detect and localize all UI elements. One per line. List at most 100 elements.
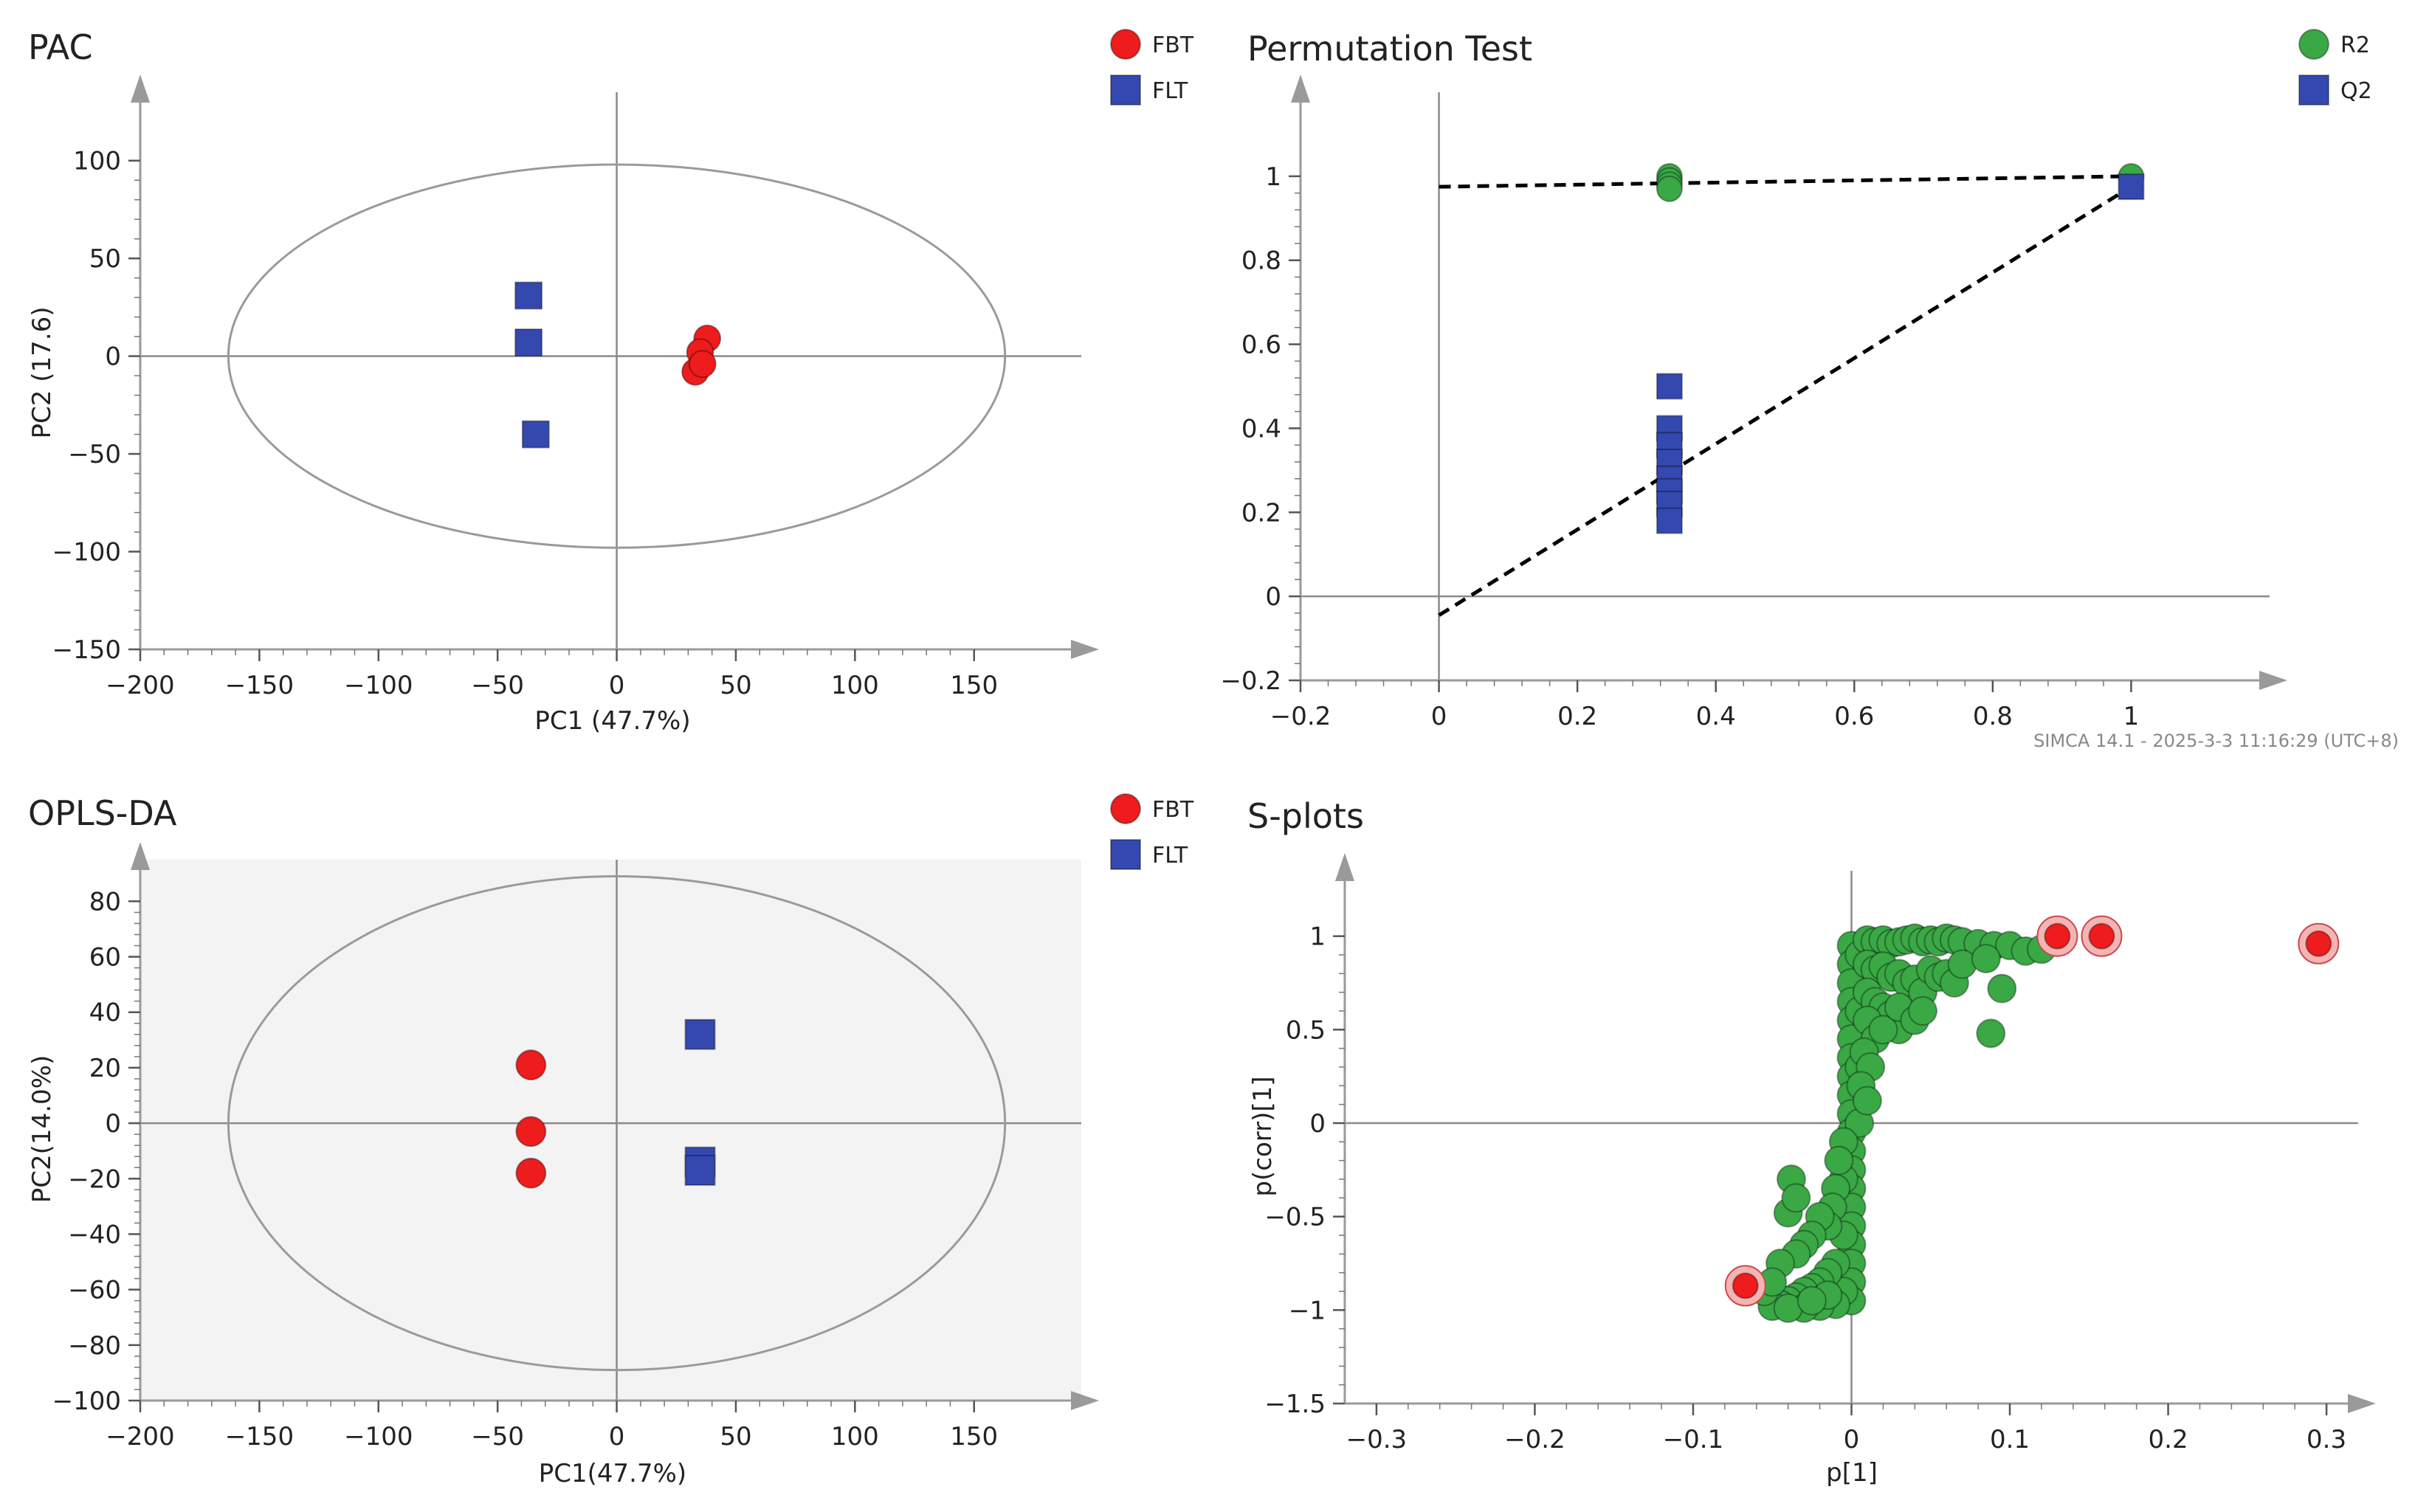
oplsda-y-tick-label: −20 [68,1164,121,1194]
perm-x-tick-label: 1 [2123,702,2140,731]
oplsda-x-axis-arrow [1071,1391,1099,1410]
oplsda-y-tick-label: −40 [68,1220,121,1249]
pca-x-tick-label: −50 [471,671,524,700]
pca-legend: FBT FLT [1110,29,1194,106]
pca-y-tick-label: 0 [105,342,121,372]
pca-point-flt [521,420,550,449]
permutation-marks: −0.2 0 0.2 0.4 0.6 0.8 1 −0.2 0 0.2 0.4 0.6 0.8 1 [1220,75,2287,731]
perm-regression-line-r2 [1439,174,2132,189]
splot-panel: S-plots −0.3 −0.2 −0.1 0 0.1 0.2 0.3 −1.5 −1 −0.5… [1247,796,2376,1488]
oplsda-x-tick-label: −200 [106,1422,174,1451]
splot-variable-point [1908,996,1938,1026]
splot-highlighted-point [2305,930,2332,957]
oplsda-point-fbt [515,1116,547,1147]
pca-x-tick-label: −150 [225,671,294,700]
oplsda-y-tick-label: −80 [68,1331,121,1361]
oplsda-x-tick-label: 100 [831,1422,879,1451]
pca-y-axis-label: PC2 (17.6) [27,307,57,439]
pca-y-axis-arrow [131,75,150,103]
pca-y-tick-label: 50 [89,244,121,274]
perm-legend-marker-q2 [2298,75,2329,106]
pca-legend-marker-fbt [1110,29,1141,60]
oplsda-x-tick-label: 50 [720,1422,751,1451]
oplsda-y-tick-label: 60 [89,943,121,973]
perm-point-r2 [1656,175,1683,202]
splot-x-tick-label: 0.2 [2149,1425,2188,1454]
oplsda-x-tick-label: 150 [950,1422,998,1451]
splot-variable-point [1971,944,2001,974]
perm-y-tick-label: 0.4 [1241,414,1281,443]
oplsda-point-fbt [515,1157,547,1189]
oplsda-x-tick-label: 0 [609,1422,625,1451]
perm-y-tick-label: −0.2 [1220,666,1281,696]
splot-variable-point [1868,1015,1898,1045]
perm-x-tick-label: 0.4 [1696,702,1736,731]
software-footer: SIMCA 14.1 - 2025-3-3 11:16:29 (UTC+8) [2033,731,2399,751]
pca-x-tick-label: 50 [720,671,751,700]
pca-point-flt [514,328,543,357]
splot-variable-point [1852,1085,1882,1116]
perm-x-tick-label: 0.6 [1834,702,1874,731]
oplsda-y-tick-label: 0 [105,1109,121,1139]
oplsda-y-tick-label: −100 [52,1387,121,1416]
pca-confidence-ellipse [227,163,1007,549]
oplsda-y-tick-label: 80 [89,887,121,916]
splot-y-tick-label: 1 [1309,922,1326,952]
splot-x-tick-label: −0.3 [1346,1425,1408,1454]
pca-legend-label-flt: FLT [1152,78,1188,104]
splot-variable-point [1987,973,2017,1004]
splot-x-axis-label: p[1] [1826,1458,1878,1488]
splot-x-tick-label: 0 [1844,1425,1860,1454]
pca-y-tick-label: −50 [68,440,121,469]
splot-x-tick-label: 0.3 [2307,1425,2346,1454]
splot-y-axis-arrow [1335,853,1354,881]
splot-highlighted-point [2088,922,2115,950]
oplsda-x-tick-label: −50 [471,1422,524,1451]
splot-variable-point [1824,1145,1854,1176]
oplsda-x-tick-label: −100 [344,1422,413,1451]
oplsda-legend-label-fbt: FBT [1152,797,1194,823]
oplsda-plot-area [140,860,1081,1401]
oplsda-point-flt [684,1018,716,1050]
perm-regression-line-q2 [1438,184,2132,617]
oplsda-legend-marker-flt [1110,839,1141,870]
pca-point-flt [514,281,543,310]
oplsda-y-axis-label: PC2(14.0%) [27,1055,57,1203]
perm-legend-label-r2: R2 [2340,32,2370,58]
pca-y-tick-label: −150 [52,635,121,665]
perm-y-tick-label: 0.6 [1241,331,1281,360]
permutation-panel: Permutation Test R2 Q2 −0.2 0 0.2 0.4 0.6 0.8 1… [1220,29,2399,751]
perm-x-tick-label: −0.2 [1270,702,1331,731]
pca-y-tick-label: −100 [52,538,121,567]
splot-x-tick-label: −0.2 [1504,1425,1565,1454]
oplsda-x-tick-label: −150 [225,1422,294,1451]
splot-x-tick-label: 0.1 [1990,1425,2030,1454]
oplsda-y-tick-label: 40 [89,998,121,1028]
pca-legend-marker-flt [1110,75,1141,106]
splot-y-tick-label: −1.5 [1264,1390,1326,1419]
permutation-plot-area [1300,92,2270,680]
oplsda-legend-marker-fbt [1110,793,1141,824]
splot-x-axis-arrow [2348,1394,2376,1413]
pca-x-tick-label: −200 [106,671,174,700]
oplsda-x-axis-label: PC1(47.7%) [539,1459,686,1488]
splot-y-tick-label: 0 [1309,1109,1326,1139]
perm-x-tick-label: 0.2 [1557,702,1597,731]
perm-point-q2 [1656,373,1683,400]
perm-point-q2 [1656,507,1683,534]
oplsda-legend-label-flt: FLT [1152,843,1188,869]
oplsda-title: OPLS-DA [28,793,177,833]
splot-variable-point [1976,1018,2006,1049]
splot-variable-point [1781,1183,1811,1213]
pca-legend-label-fbt: FBT [1152,32,1194,58]
pca-x-tick-label: −100 [344,671,413,700]
splot-y-tick-label: 0.5 [1286,1015,1326,1045]
splot-highlighted-point [2044,922,2071,950]
perm-legend-label-q2: Q2 [2340,78,2372,104]
pca-x-tick-label: 100 [831,671,879,700]
perm-x-tick-label: 0.8 [1973,702,2013,731]
perm-y-tick-label: 0.8 [1241,246,1281,276]
pca-plot-area [140,92,1081,649]
pca-point-fbt [688,350,717,379]
